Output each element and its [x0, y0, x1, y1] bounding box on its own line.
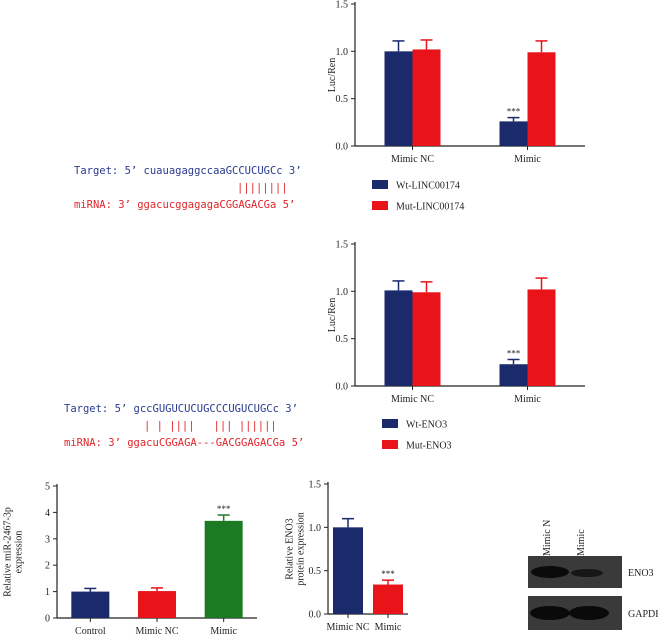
y-axis-label: expression: [14, 531, 25, 574]
legend-label: Wt-LINC00174: [396, 181, 460, 192]
legend-label: Mut-ENO3: [406, 441, 452, 452]
blot-band: [531, 566, 569, 578]
y-tick-label: 0.5: [336, 94, 349, 105]
y-axis-label: Luc/Ren: [327, 298, 338, 332]
x-tick-label: Mimic NC: [391, 154, 434, 165]
x-tick-label: Mimic NC: [135, 626, 178, 636]
y-tick-label: 1.5: [336, 240, 349, 251]
y-tick-label: 5: [45, 482, 50, 493]
seq-b-mirna: miRNA: 3’ ggacuCGGAGA---GACGGAGACGa 5’: [64, 437, 305, 449]
significance-label: ***: [507, 107, 521, 117]
bar: [499, 121, 528, 146]
bar: [384, 290, 413, 386]
y-tick-label: 2: [45, 561, 50, 572]
bar: [499, 364, 528, 386]
x-tick-label: Mimic: [375, 622, 402, 633]
y-tick-label: 0.5: [336, 334, 349, 345]
y-tick-label: 0.5: [309, 566, 322, 577]
y-tick-label: 1.0: [336, 287, 349, 298]
seq-b-target: Target: 5’ gccGUGUCUCUGCCCUGUCUGCc 3’: [64, 403, 298, 415]
luciferase-eno3-chart: 0.0 0.5 1.0 1.5 Luc/Ren Mimic NC Mimic *** Wt-EN…: [327, 240, 585, 452]
western-blot: Mimic NC Mimic ENO3 GAPDH: [524, 513, 658, 636]
seq-a-pairing: ||||||||: [237, 182, 288, 194]
y-axis-label: protein expression: [296, 512, 307, 586]
x-tick-label: Mimic: [210, 626, 237, 636]
bar: [412, 49, 441, 146]
y-axis-label: Relative miR-2467-3p: [3, 507, 14, 597]
x-tick-label: Control: [75, 626, 106, 636]
y-tick-label: 0.0: [336, 142, 349, 153]
significance-label: ***: [217, 504, 231, 514]
legend-swatch: [382, 440, 398, 449]
x-tick-label: Mimic: [514, 394, 541, 405]
eno3-protein-chart: 0.0 0.5 1.0 1.5 Relative ENO3 protein express…: [285, 480, 408, 633]
bar: [384, 51, 413, 147]
x-tick-label: Mimic NC: [391, 394, 434, 405]
y-tick-label: 0.0: [309, 610, 322, 621]
y-tick-label: 4: [45, 508, 50, 519]
bar: [527, 52, 556, 146]
mir-2467-expression-chart: 0 1 2 3 4 5 Relative miR-2467-3p expression Cont…: [3, 482, 257, 636]
bar: [333, 527, 363, 614]
seq-a-mirna: miRNA: 3’ ggacucggagagaCGGAGACGa 5’: [74, 199, 296, 211]
blot-band: [530, 606, 570, 620]
blot-lane-label: Mimic NC: [542, 520, 553, 556]
bar: [138, 591, 176, 618]
significance-label: ***: [381, 569, 395, 579]
legend-swatch: [382, 419, 398, 428]
western-blot-image: Mimic NC Mimic ENO3 GAPDH: [528, 513, 658, 630]
seq-b-pairing: | | |||| ||| ||||||: [144, 420, 277, 432]
y-tick-label: 0: [45, 614, 50, 625]
blot-band-label: GAPDH: [628, 609, 658, 620]
blot-band: [571, 569, 603, 577]
legend-label: Mut-LINC00174: [396, 202, 464, 213]
blot-band: [569, 606, 609, 620]
luciferase-linc00174-chart: 0.0 0.5 1.0 1.5 Luc/Ren Mimic NC Mimic *** Wt-LI…: [327, 0, 585, 213]
y-axis-label: Relative ENO3: [285, 518, 296, 579]
bar: [373, 584, 403, 614]
y-axis-label: Luc/Ren: [327, 58, 338, 92]
y-tick-label: 3: [45, 534, 50, 545]
y-tick-label: 1.0: [336, 47, 349, 58]
legend-swatch: [372, 180, 388, 189]
significance-label: ***: [507, 348, 521, 358]
y-tick-label: 1.5: [336, 0, 349, 11]
bar: [412, 292, 441, 386]
legend-label: Wt-ENO3: [406, 420, 447, 431]
blot-band-label: ENO3: [628, 568, 654, 579]
bar: [71, 591, 110, 618]
y-tick-label: 1.0: [309, 523, 322, 534]
y-tick-label: 1: [45, 587, 50, 598]
seq-a-target: Target: 5’ cuauagaggccaaGCCUCUGCc 3’: [74, 165, 302, 177]
blot-lane-label: Mimic: [576, 529, 587, 556]
bar: [527, 289, 556, 386]
y-tick-label: 0.0: [336, 382, 349, 393]
x-tick-label: Mimic: [514, 154, 541, 165]
legend-swatch: [372, 201, 388, 210]
y-tick-label: 1.5: [309, 480, 322, 491]
bar: [204, 520, 243, 618]
x-tick-label: Mimic NC: [326, 622, 369, 633]
